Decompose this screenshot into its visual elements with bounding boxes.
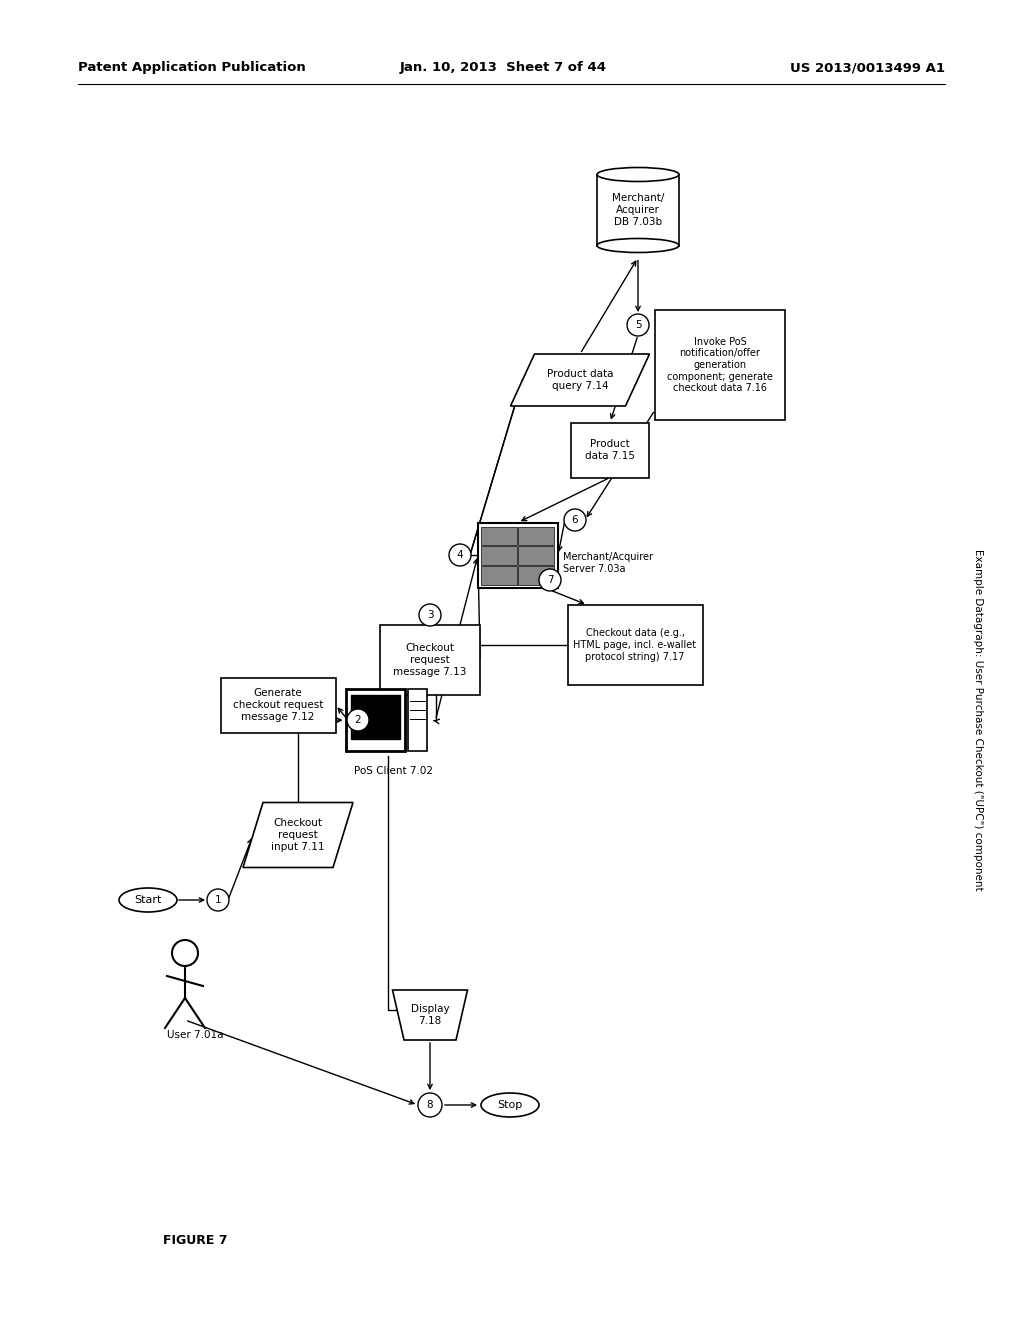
FancyBboxPatch shape [481,546,517,565]
Text: Generate
checkout request
message 7.12: Generate checkout request message 7.12 [232,689,324,722]
FancyBboxPatch shape [351,694,399,739]
Text: Merchant/Acquirer
Server 7.03a: Merchant/Acquirer Server 7.03a [563,552,653,574]
Text: PoS Client 7.02: PoS Client 7.02 [353,766,432,776]
Text: FIGURE 7: FIGURE 7 [163,1233,227,1246]
Text: 7: 7 [547,576,553,585]
Ellipse shape [597,168,679,181]
Text: Jan. 10, 2013  Sheet 7 of 44: Jan. 10, 2013 Sheet 7 of 44 [400,62,607,74]
FancyBboxPatch shape [597,174,679,246]
Text: Stop: Stop [498,1100,522,1110]
Text: Example Datagraph: User Purchase Checkout ("UPC") component: Example Datagraph: User Purchase Checkou… [973,549,983,891]
Polygon shape [511,354,649,407]
Text: 8: 8 [427,1100,433,1110]
Polygon shape [392,990,468,1040]
Circle shape [539,569,561,591]
Text: US 2013/0013499 A1: US 2013/0013499 A1 [790,62,945,74]
Text: Checkout
request
message 7.13: Checkout request message 7.13 [393,643,467,677]
Text: 3: 3 [427,610,433,620]
Circle shape [564,510,586,531]
Text: Invoke PoS
notification/offer
generation
component; generate
checkout data 7.16: Invoke PoS notification/offer generation… [667,337,773,393]
Circle shape [347,709,369,731]
FancyBboxPatch shape [380,624,480,696]
FancyBboxPatch shape [518,527,554,545]
FancyBboxPatch shape [220,677,336,733]
FancyBboxPatch shape [481,527,517,545]
FancyBboxPatch shape [478,523,558,587]
Circle shape [419,605,441,626]
FancyBboxPatch shape [518,546,554,565]
Ellipse shape [481,1093,539,1117]
FancyBboxPatch shape [567,605,702,685]
FancyBboxPatch shape [655,310,785,420]
Text: Checkout data (e.g.,
HTML page, incl. e-wallet
protocol string) 7.17: Checkout data (e.g., HTML page, incl. e-… [573,628,696,661]
Text: Checkout
request
input 7.11: Checkout request input 7.11 [271,818,325,851]
Text: 4: 4 [457,550,463,560]
FancyBboxPatch shape [481,566,517,585]
Text: User 7.01a: User 7.01a [167,1030,223,1040]
Polygon shape [243,803,353,867]
Circle shape [207,888,229,911]
Text: 2: 2 [354,715,361,725]
FancyBboxPatch shape [518,566,554,585]
FancyBboxPatch shape [571,422,649,478]
Circle shape [449,544,471,566]
FancyBboxPatch shape [408,689,427,751]
Text: Product
data 7.15: Product data 7.15 [585,440,635,461]
Text: 6: 6 [571,515,579,525]
Text: Patent Application Publication: Patent Application Publication [78,62,306,74]
Circle shape [418,1093,442,1117]
Text: Display
7.18: Display 7.18 [411,1005,450,1026]
Text: Product data
query 7.14: Product data query 7.14 [547,370,613,391]
Ellipse shape [597,239,679,252]
FancyBboxPatch shape [345,689,406,751]
Circle shape [627,314,649,337]
Text: Merchant/
Acquirer
DB 7.03b: Merchant/ Acquirer DB 7.03b [611,194,665,227]
Text: 1: 1 [215,895,221,906]
Text: Start: Start [134,895,162,906]
Text: 5: 5 [635,319,641,330]
Ellipse shape [119,888,177,912]
